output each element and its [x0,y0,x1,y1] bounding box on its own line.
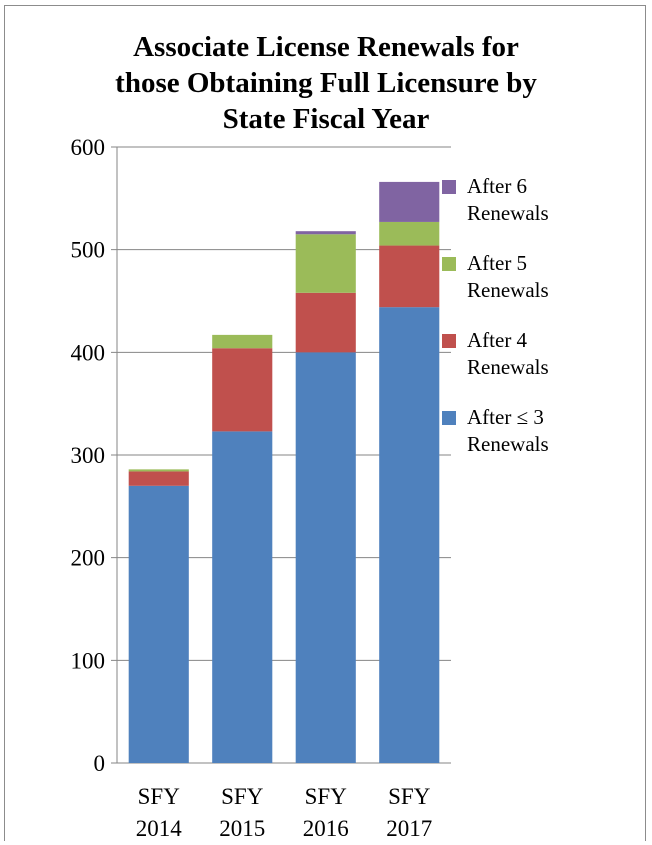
x-tick-label-2016-line-2: 2016 [303,816,349,841]
bar-2016-series-2 [295,234,356,293]
bar-2017-series-2 [379,221,440,246]
legend-swatch-0 [442,411,456,425]
y-tick-label-500: 500 [71,238,106,263]
bar-2017-series-0 [379,307,440,763]
y-tick-label-100: 100 [71,648,106,673]
bar-2014-series-0 [128,485,189,763]
bar-2015-series-0 [212,431,273,763]
bar-2015-series-2 [212,334,273,349]
bars [128,181,440,763]
chart-title-line-1: Associate License Renewals for [133,31,519,63]
y-tick-label-400: 400 [71,340,106,365]
legend-swatch-1 [442,334,456,348]
x-tick-label-2015-line-2: 2015 [219,816,265,841]
x-axis-category-labels: SFY 2014 SFY 2015 SFY 2016 SFY 2017 [136,784,433,841]
y-axis-tick-labels: 0 100 200 300 400 500 600 [71,135,106,776]
legend-label-1-line-2: Renewals [467,355,549,379]
bar-2017-series-1 [379,245,440,308]
y-tick-label-200: 200 [71,546,106,571]
legend-swatch-3 [442,180,456,194]
legend: After 6 Renewals After 5 Renewals After 4 Ren… [442,174,549,456]
legend-label-3-line-1: After 6 [467,174,527,198]
legend-label-0-line-2: Renewals [467,432,549,456]
legend-label-0-line-1: After ≤ 3 [467,405,544,429]
bar-2015-series-1 [212,348,273,432]
x-tick-label-2015-line-1: SFY [221,784,264,809]
legend-label-1-line-1: After 4 [467,328,528,352]
x-tick-label-2016-line-1: SFY [305,784,348,809]
chart-title-line-3: State Fiscal Year [223,103,430,135]
y-tick-label-300: 300 [71,443,106,468]
bar-2014-series-2 [128,469,189,472]
bar-2016-series-3 [295,231,356,235]
legend-label-2-line-1: After 5 [467,251,527,275]
chart-title-line-2: those Obtaining Full Licensure by [115,67,537,99]
y-tick-label-600: 600 [71,135,106,160]
legend-label-3-line-2: Renewals [467,201,549,225]
legend-swatch-2 [442,257,456,271]
x-tick-label-2017-line-2: 2017 [386,816,432,841]
x-tick-label-2014-line-2: 2014 [136,816,183,841]
bar-2014-series-1 [128,471,189,486]
y-tick-label-0: 0 [94,751,106,776]
bar-2016-series-0 [295,352,356,763]
bar-2017-series-3 [379,181,440,222]
bar-2016-series-1 [295,292,356,353]
legend-label-2-line-2: Renewals [467,278,549,302]
chart-title: Associate License Renewals for those Obt… [115,31,537,135]
x-tick-label-2014-line-1: SFY [138,784,181,809]
x-tick-label-2017-line-1: SFY [388,784,431,809]
